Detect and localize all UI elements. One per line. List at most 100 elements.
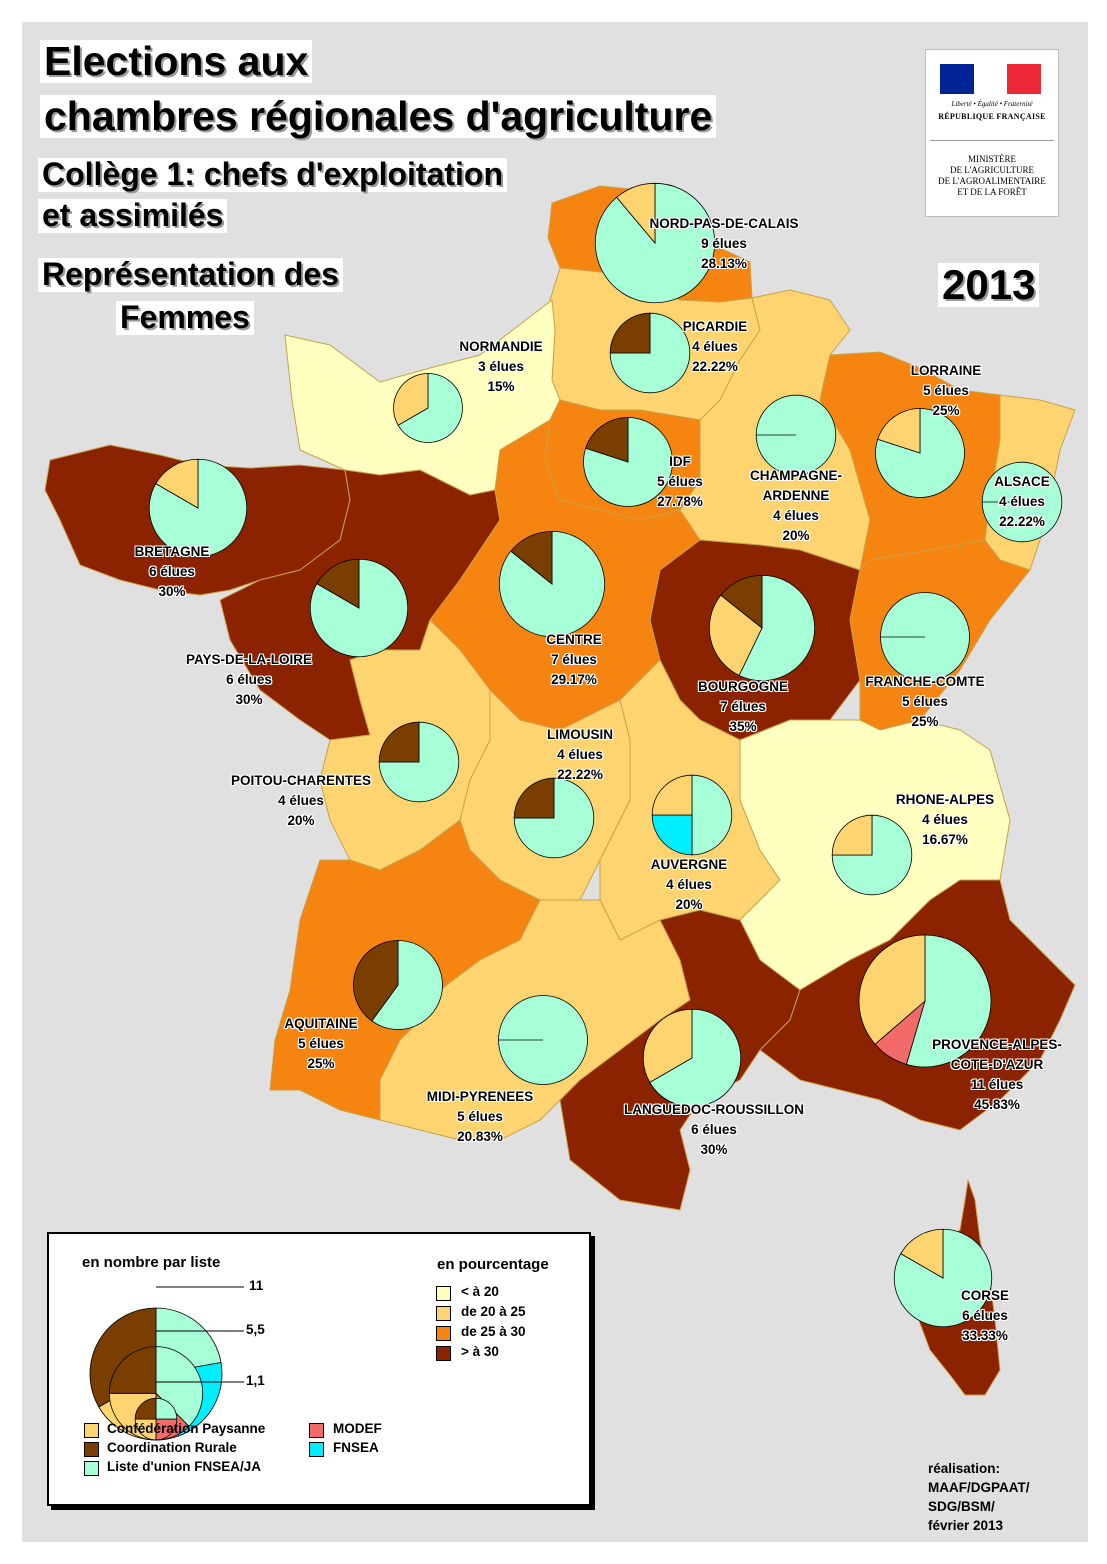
legend-swatch-modef (309, 1423, 324, 1438)
college-line-2: et assimilés (38, 198, 228, 233)
region-label-midi-pyrenees: MIDI-PYRENEES 5 élues 20.83% (427, 1087, 534, 1147)
region-pct: 20% (675, 897, 703, 912)
region-pct: 22.22% (999, 514, 1045, 529)
region-elues: 6 élues (149, 564, 195, 579)
region-elues: 5 élues (902, 694, 948, 709)
region-name: LIMOUSIN (547, 727, 613, 742)
legend-size-title: en nombre par liste (82, 1254, 221, 1271)
pie-centre-slice-cr (510, 530, 553, 585)
title-line-2: chambres régionales d'agriculture (40, 94, 717, 139)
region-name: BRETAGNE (134, 544, 210, 559)
region-pct: 22.22% (692, 359, 738, 374)
region-name: PICARDIE (682, 319, 748, 334)
credit-line-3: SDG/BSM/ (928, 1499, 995, 1514)
region-elues: 4 élues (999, 494, 1045, 509)
region-label-nord-pas-de-calais: NORD-PAS-DE-CALAIS 9 élues 28.13% (650, 214, 799, 274)
region-elues: 5 élues (657, 474, 703, 489)
legend-swatch-liste-union (84, 1461, 99, 1476)
region-elues: 5 élues (298, 1036, 344, 1051)
pie-pays-de-la-loire (309, 558, 409, 658)
region-elues: 6 élues (226, 672, 272, 687)
credit-block: réalisation: MAAF/DGPAAT/ SDG/BSM/ févri… (928, 1459, 1030, 1535)
region-elues: 4 élues (278, 793, 324, 808)
legend-swatch-confederation-paysanne (84, 1423, 99, 1438)
pie-languedoc-roussillon (642, 1008, 742, 1108)
region-elues: 3 élues (478, 359, 524, 374)
pie-poitou-charentes-slice-cr (378, 721, 420, 763)
pie-languedoc-roussillon-slice-union (649, 1008, 742, 1108)
region-name: NORMANDIE (459, 339, 543, 354)
legend-size-11: 11 (249, 1278, 264, 1293)
region-elues: 5 élues (923, 383, 969, 398)
legend-class-gt30: > à 30 (461, 1344, 499, 1359)
region-name: ALSACE (994, 474, 1050, 489)
region-elues: 4 élues (692, 339, 738, 354)
region-name: COTE-D'AZUR (950, 1057, 1044, 1072)
legend-swatch-coordination-rurale (84, 1442, 99, 1457)
region-label-rhone-alpes: RHONE-ALPES 4 élues 16.67% (896, 790, 994, 850)
pie-normandie (393, 373, 463, 443)
pie-pays-de-la-loire-slice-cr (316, 558, 360, 609)
region-pct: 30% (700, 1142, 728, 1157)
pie-bretagne (148, 458, 248, 558)
legend-size-5-5: 5,5 (246, 1322, 265, 1337)
pie-languedoc-roussillon-slice-cp (642, 1008, 693, 1083)
pie-corse-slice-cp (900, 1228, 944, 1279)
region-label-limousin: LIMOUSIN 4 élues 22.22% (547, 725, 613, 785)
legend-pie-2-slice-modef (155, 1418, 178, 1441)
legend-pie-2-slice-cp (134, 1418, 157, 1441)
legend-pie-1-slice-union (155, 1346, 204, 1427)
region-label-pays-de-la-loire: PAYS-DE-LA-LOIRE 6 élues 30% (186, 650, 312, 710)
pie-paca-slice-cp (858, 934, 926, 1045)
credit-line-4: février 2013 (928, 1518, 1004, 1533)
ministere-line-1: MINISTÈRE (968, 154, 1016, 164)
credit-line-2: MAAF/DGPAAT/ (928, 1480, 1030, 1495)
region-pct: 35% (729, 719, 757, 734)
region-elues: 7 élues (720, 699, 766, 714)
region-label-languedoc-roussillon: LANGUEDOC-ROUSSILLON 6 élues 30% (624, 1100, 804, 1160)
pie-bourgogne (708, 574, 816, 682)
region-pct: 30% (158, 584, 186, 599)
region-label-alsace: ALSACE 4 élues 22.22% (994, 472, 1050, 532)
ministere-line-2: DE L'AGRICULTURE (949, 165, 1035, 175)
representation-line-1: Représentation des (38, 257, 343, 292)
region-label-franche-comte: FRANCHE-COMTE 5 élues 25% (865, 672, 984, 732)
marianne-flag-icon (940, 64, 1042, 94)
region-elues: 4 élues (666, 877, 712, 892)
pie-idf-slice-cr (585, 417, 629, 463)
region-name: BOURGOGNE (697, 679, 789, 694)
pie-paca-slice-union (905, 934, 992, 1068)
legend-size-circles (89, 1286, 244, 1441)
year-label: 2013 (938, 262, 1040, 308)
region-label-picardie: PICARDIE 4 élues 22.22% (683, 317, 748, 377)
pie-alsace (981, 461, 1063, 543)
legend-swatch-fnsea (309, 1442, 324, 1457)
pie-lorraine-slice-cp (877, 408, 921, 454)
pie-picardie (609, 312, 691, 394)
region-pct: 25% (911, 714, 939, 729)
region-elues: 5 élues (457, 1109, 503, 1124)
region-pct: 28.13% (701, 256, 747, 271)
pie-auvergne-slice-cp (651, 774, 693, 816)
pie-aquitaine-slice-union (371, 940, 443, 1030)
representation-line-2: Femmes (116, 300, 254, 335)
region-label-aquitaine: AQUITAINE 5 élues 25% (284, 1014, 357, 1074)
logo-ministere: MINISTÈRE DE L'AGRICULTURE DE L'AGROALIM… (926, 154, 1058, 198)
pie-limousin-slice-cr (513, 777, 555, 819)
region-pct: 15% (487, 379, 515, 394)
region-pct: 20.83% (457, 1129, 503, 1144)
region-pct: 22.22% (557, 767, 603, 782)
pie-bretagne-slice-cp (155, 458, 199, 509)
region-elues: 4 élues (557, 747, 603, 762)
region-elues: 7 élues (551, 652, 597, 667)
logo-republique: RÉPUBLIQUE FRANÇAISE (938, 112, 1046, 121)
pie-idf (583, 417, 673, 507)
region-name: CENTRE (546, 632, 602, 647)
region-label-paca: PROVENCE-ALPES- COTE-D'AZUR 11 élues 45.… (932, 1035, 1062, 1115)
legend-swatch-25-30 (436, 1326, 451, 1341)
region-pct: 30% (235, 692, 263, 707)
region-label-centre: CENTRE 7 élues 29.17% (546, 630, 602, 690)
region-elues: 6 élues (962, 1308, 1008, 1323)
pie-centre-slice-union (498, 530, 606, 637)
